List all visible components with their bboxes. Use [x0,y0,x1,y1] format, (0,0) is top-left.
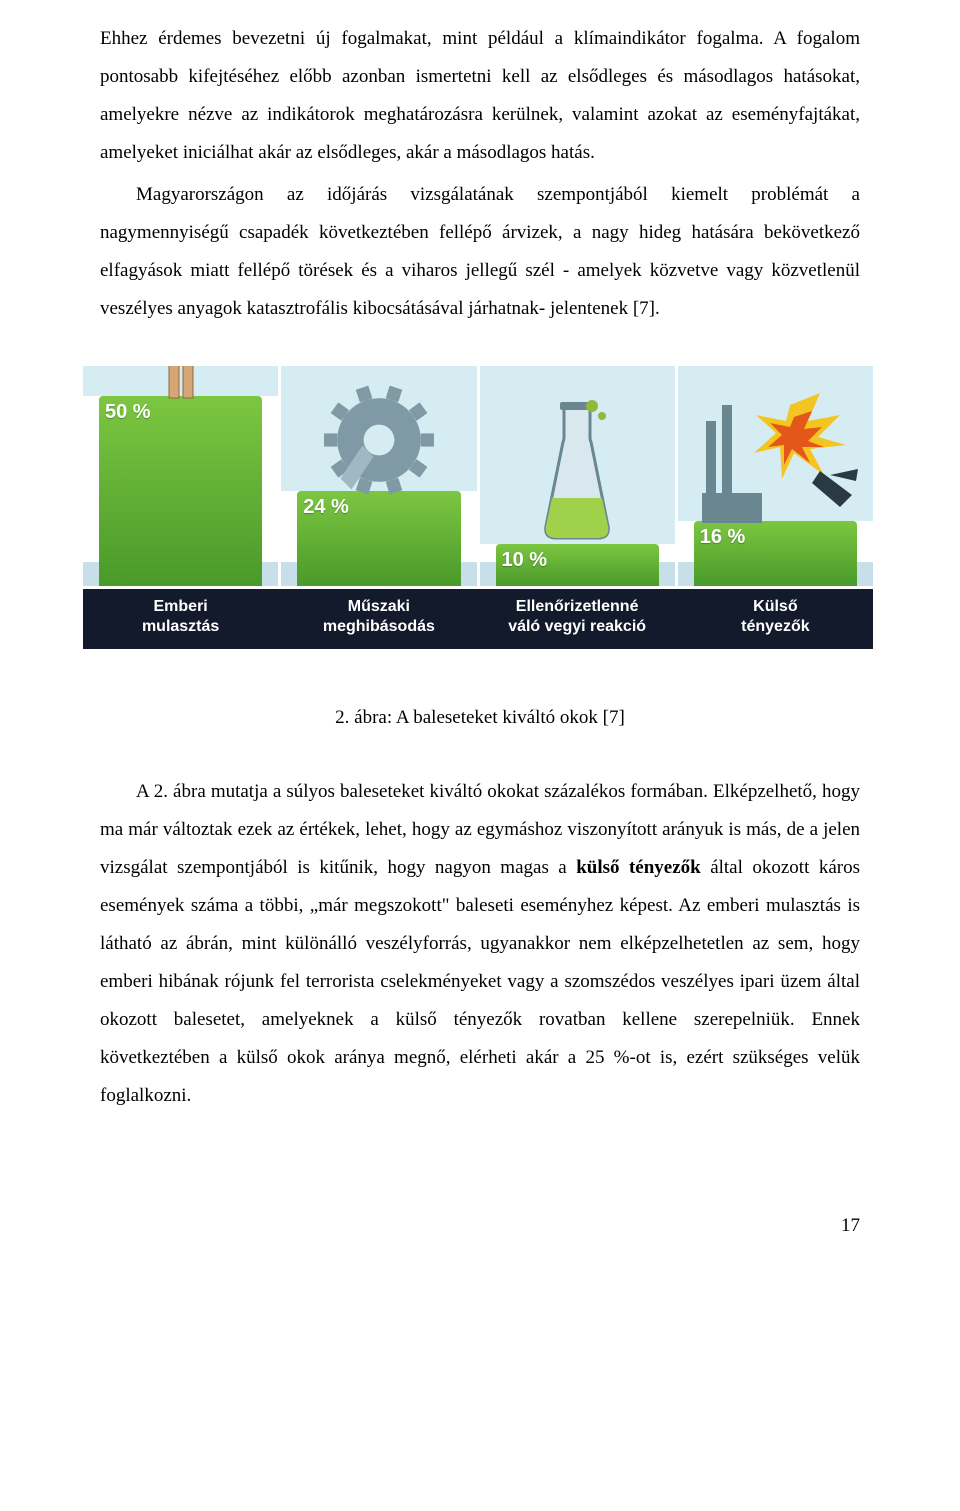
page-number-text: 17 [841,1215,860,1236]
bar-percent-label: 10 % [502,549,548,572]
figure-caption: 2. ábra: A baleseteket kiváltó okok [7] [100,699,860,737]
chart-cell: 16 % [678,366,873,586]
paragraph-3: A 2. ábra mutatja a súlyos baleseteket k… [100,773,860,1115]
chart-category-label: Műszaki meghibásodás [281,597,476,637]
paragraph-1: Ehhez érdemes bevezetni új fogalmakat, m… [100,20,860,172]
chart-area: 50 % 24 % 10 % 16 % [83,366,873,586]
page-number: 17 [100,1215,860,1237]
bar-percent-label: 50 % [105,401,151,424]
chart-category-label: Emberi mulasztás [83,597,278,637]
chart-cell: 50 % [83,366,278,586]
paragraph-3-part-c: által okozott káros események száma a tö… [100,857,860,1106]
paragraph-3-bold: külső tényezők [576,857,701,878]
chart-category-label: Ellenőrizetlenné váló vegyi reakció [480,597,675,637]
paragraph-2-text: Magyarországon az időjárás vizsgálatának… [100,184,860,319]
chart-labels-row: Emberi mulasztásMűszaki meghibásodásElle… [83,589,873,649]
bar-percent-label: 24 % [303,496,349,519]
chart-cell: 10 % [480,366,675,586]
paragraph-1-text: Ehhez érdemes bevezetni új fogalmakat, m… [100,28,860,163]
human-icon [83,366,278,400]
flask-icon [480,398,675,548]
bar-percent-label: 16 % [700,526,746,549]
paragraph-2: Magyarországon az időjárás vizsgálatának… [100,176,860,328]
factory-crash-icon [678,375,873,525]
chart-cell: 24 % [281,366,476,586]
figure-2: 50 % 24 % 10 % 16 % Emberi mulasztásMűsz… [83,366,873,649]
chart-bar [99,396,262,586]
chart-category-label: Külső tényezők [678,597,873,637]
gear-icon [281,385,476,495]
figure-caption-text: 2. ábra: A baleseteket kiváltó okok [7] [335,707,625,728]
